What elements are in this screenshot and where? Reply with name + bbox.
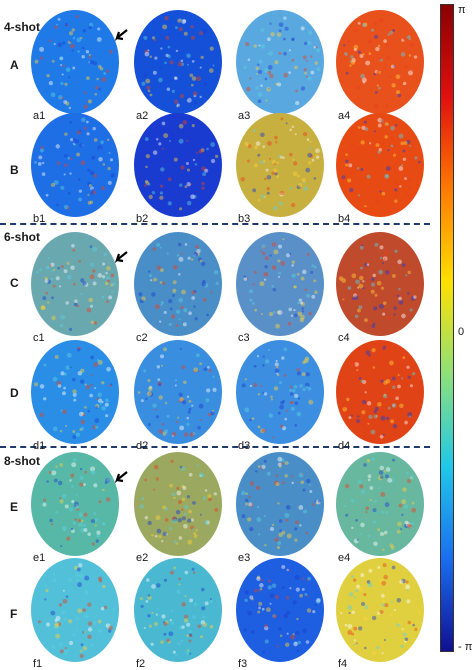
phase-map-e2 <box>134 452 222 556</box>
panel-label-f1: f1 <box>33 658 43 670</box>
colorbar-zero-label: 0 <box>458 326 465 338</box>
panel-label-e1: e1 <box>33 552 46 564</box>
phase-map-a2 <box>134 10 222 114</box>
panel-label-b4: b4 <box>338 213 351 225</box>
colorbar-max-label: π <box>458 4 466 16</box>
panel-label-a3: a3 <box>238 110 251 122</box>
panel-label-b1: b1 <box>33 213 46 225</box>
panel-label-b3: b3 <box>238 213 251 225</box>
phase-map-a1 <box>31 10 119 114</box>
panel-label-e4: e4 <box>338 552 351 564</box>
phase-map-e1 <box>31 452 119 556</box>
panel-label-c4: c4 <box>338 332 350 344</box>
separator-1 <box>0 223 430 225</box>
panel-label-d2: d2 <box>136 440 149 452</box>
arrow-icon <box>114 251 128 264</box>
phase-map-c3 <box>236 232 324 336</box>
phase-map-f1 <box>31 558 119 662</box>
phase-map-f3 <box>236 558 324 662</box>
panel-label-a4: a4 <box>338 110 351 122</box>
phase-map-b3 <box>236 113 324 217</box>
panel-label-a1: a1 <box>33 110 46 122</box>
phase-map-e4 <box>336 452 424 556</box>
arrow-icon <box>114 471 128 484</box>
phase-map-a4 <box>336 10 424 114</box>
phase-map-d3 <box>236 340 324 444</box>
shot-label-4: 4-shot <box>4 20 40 34</box>
panel-label-e2: e2 <box>136 552 149 564</box>
panel-label-d1: d1 <box>33 440 46 452</box>
panel-label-d4: d4 <box>338 440 351 452</box>
row-label-D: D <box>10 386 19 400</box>
colorbar <box>440 4 454 652</box>
panel-label-a2: a2 <box>136 110 149 122</box>
phase-map-b4 <box>336 113 424 217</box>
phase-map-e3 <box>236 452 324 556</box>
phase-map-f4 <box>336 558 424 662</box>
phase-map-a3 <box>236 10 324 114</box>
panel-label-c3: c3 <box>238 332 250 344</box>
panel-label-f3: f3 <box>238 658 248 670</box>
shot-label-8: 8-shot <box>4 454 40 468</box>
panel-label-b2: b2 <box>136 213 149 225</box>
panel-label-f2: f2 <box>136 658 146 670</box>
panel-label-c2: c2 <box>136 332 148 344</box>
row-label-C: C <box>10 276 19 290</box>
phase-map-b1 <box>31 113 119 217</box>
phase-map-c2 <box>134 232 222 336</box>
row-label-F: F <box>10 607 18 621</box>
panel-label-d3: d3 <box>238 440 251 452</box>
panel-label-e3: e3 <box>238 552 251 564</box>
phase-map-d2 <box>134 340 222 444</box>
phase-map-c1 <box>31 232 119 336</box>
arrow-icon <box>114 29 128 42</box>
phase-map-d1 <box>31 340 119 444</box>
row-label-A: A <box>10 58 19 72</box>
colorbar-min-label: - π <box>458 641 473 653</box>
phase-map-c4 <box>336 232 424 336</box>
phase-map-d4 <box>336 340 424 444</box>
phase-map-b2 <box>134 113 222 217</box>
shot-label-6: 6-shot <box>4 230 40 244</box>
separator-2 <box>0 446 430 448</box>
row-label-B: B <box>10 163 19 177</box>
phase-map-f2 <box>134 558 222 662</box>
row-label-E: E <box>10 500 19 514</box>
panel-label-c1: c1 <box>33 332 45 344</box>
panel-label-f4: f4 <box>338 658 348 670</box>
